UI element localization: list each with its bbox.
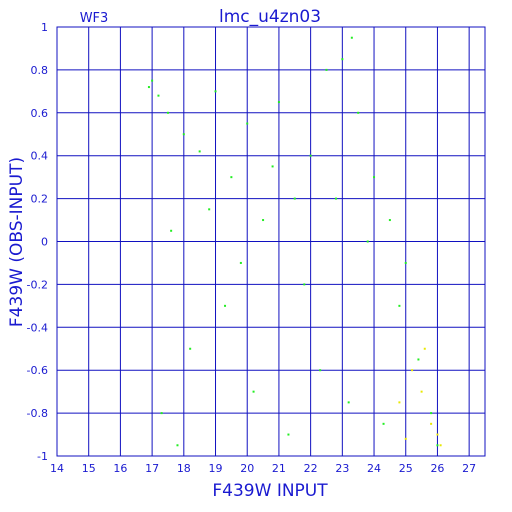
data-point	[160, 412, 163, 415]
data-point	[262, 219, 265, 222]
data-point	[151, 79, 154, 82]
data-point	[420, 390, 423, 393]
data-point	[411, 369, 414, 372]
x-tick-label: 16	[113, 462, 127, 475]
y-tick-label: 0.8	[31, 64, 49, 77]
y-tick-label: -1	[37, 450, 48, 463]
data-point	[303, 283, 306, 286]
data-point	[430, 412, 433, 415]
data-point	[404, 437, 407, 440]
data-point	[366, 240, 369, 243]
data-point	[388, 219, 391, 222]
x-tick-label: 27	[462, 462, 476, 475]
x-tick-labels: 14 15 16 17 18 19 20 21 22 23 24 25 26 27	[50, 462, 476, 475]
data-point	[198, 150, 201, 153]
data-point	[230, 176, 233, 179]
x-tick-label: 17	[145, 462, 159, 475]
y-tick-labels: 1 0.8 0.6 0.4 0.2 0 -0.2 -0.4 -0.6 -0.8 -1	[27, 21, 48, 463]
data-point	[239, 261, 242, 264]
x-axis-label: F439W INPUT	[212, 481, 328, 501]
data-point	[436, 444, 439, 447]
x-tick-label: 14	[50, 462, 64, 475]
data-point	[423, 347, 426, 350]
data-point	[319, 369, 322, 372]
data-point	[252, 390, 255, 393]
y-tick-label: 0.4	[31, 150, 49, 163]
data-point	[417, 358, 420, 361]
data-point	[166, 111, 169, 114]
chart-subtitle: WF3	[80, 11, 109, 26]
data-point	[439, 444, 442, 447]
y-axis-label: F439W (OBS-INPUT)	[7, 157, 27, 327]
data-point	[271, 165, 274, 168]
data-point	[350, 36, 353, 39]
x-tick-label: 23	[335, 462, 349, 475]
x-tick-label: 18	[177, 462, 191, 475]
data-point	[309, 154, 312, 157]
data-point	[404, 261, 407, 264]
plot-frame	[56, 26, 486, 457]
data-point	[208, 208, 211, 211]
data-point	[436, 433, 439, 436]
x-tick-label: 19	[209, 462, 223, 475]
data-point	[325, 68, 328, 71]
data-point	[176, 444, 179, 447]
data-point	[430, 422, 433, 425]
x-tick-label: 25	[399, 462, 413, 475]
y-tick-label: -0.6	[27, 364, 48, 377]
x-tick-label: 15	[82, 462, 96, 475]
data-point	[277, 101, 280, 104]
data-point	[398, 304, 401, 307]
y-tick-label: 0.2	[31, 193, 49, 206]
chart-title: lmc_u4zn03	[219, 7, 321, 27]
data-point	[214, 90, 217, 93]
data-point	[373, 176, 376, 179]
y-tick-label: 0.6	[31, 107, 49, 120]
data-point	[398, 401, 401, 404]
data-points	[147, 36, 442, 447]
data-point	[246, 122, 249, 125]
data-point	[182, 133, 185, 136]
data-point	[347, 401, 350, 404]
data-point	[224, 304, 227, 307]
data-point	[287, 433, 290, 436]
y-tick-label: -0.2	[27, 278, 48, 291]
y-tick-label: -0.4	[27, 321, 48, 334]
y-tick-label: -0.8	[27, 407, 48, 420]
data-point	[341, 58, 344, 61]
x-tick-label: 20	[240, 462, 254, 475]
y-tick-label: 1	[41, 21, 48, 34]
data-point	[157, 94, 160, 97]
data-point	[147, 86, 150, 89]
y-tick-label: 0	[41, 236, 48, 249]
data-point	[334, 197, 337, 200]
data-point	[293, 197, 296, 200]
x-tick-label: 26	[430, 462, 444, 475]
x-tick-label: 24	[367, 462, 381, 475]
x-tick-label: 22	[304, 462, 318, 475]
data-point	[170, 229, 173, 232]
x-tick-label: 21	[272, 462, 286, 475]
data-point	[382, 422, 385, 425]
data-point	[357, 111, 360, 114]
data-point	[189, 347, 192, 350]
